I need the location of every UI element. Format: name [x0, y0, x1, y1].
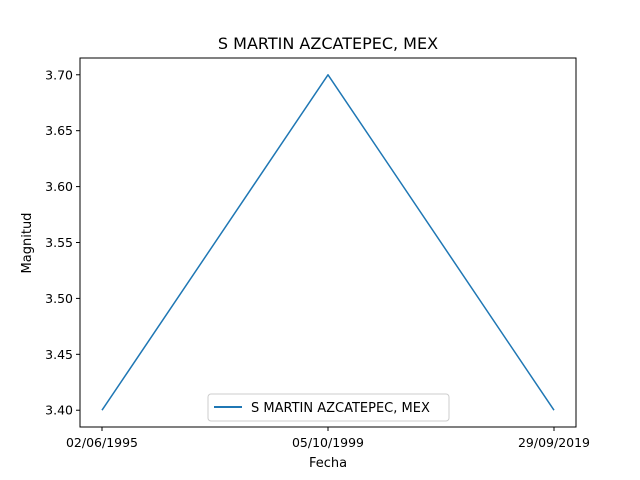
y-tick-label: 3.60 [45, 179, 73, 194]
x-axis-label: Fecha [309, 456, 347, 471]
plot-area [79, 57, 577, 428]
y-tick-label: 3.40 [45, 403, 73, 418]
x-tick-label: 02/06/1995 [66, 435, 138, 450]
y-tick-label: 3.70 [45, 67, 73, 82]
x-tick-label: 29/09/2019 [518, 435, 590, 450]
y-tick-label: 3.55 [45, 235, 73, 250]
x-tick-label: 05/10/1999 [292, 435, 364, 450]
x-axis: 02/06/1995 05/10/1999 29/09/2019 [66, 427, 590, 450]
chart-title: S MARTIN AZCATEPEC, MEX [218, 34, 438, 53]
series-layer [101, 74, 555, 411]
y-axis-label: Magnitud [20, 213, 35, 274]
legend-box [207, 393, 450, 422]
y-tick-label: 3.65 [45, 123, 73, 138]
legend: S MARTIN AZCATEPEC, MEX [207, 393, 450, 422]
series-line [101, 74, 555, 411]
plot-frame [79, 57, 577, 428]
y-tick-label: 3.45 [45, 347, 73, 362]
y-tick-label: 3.50 [45, 291, 73, 306]
legend-label: S MARTIN AZCATEPEC, MEX [251, 401, 430, 416]
y-axis: 3.40 3.45 3.50 3.55 3.60 3.65 3.70 [45, 67, 80, 418]
